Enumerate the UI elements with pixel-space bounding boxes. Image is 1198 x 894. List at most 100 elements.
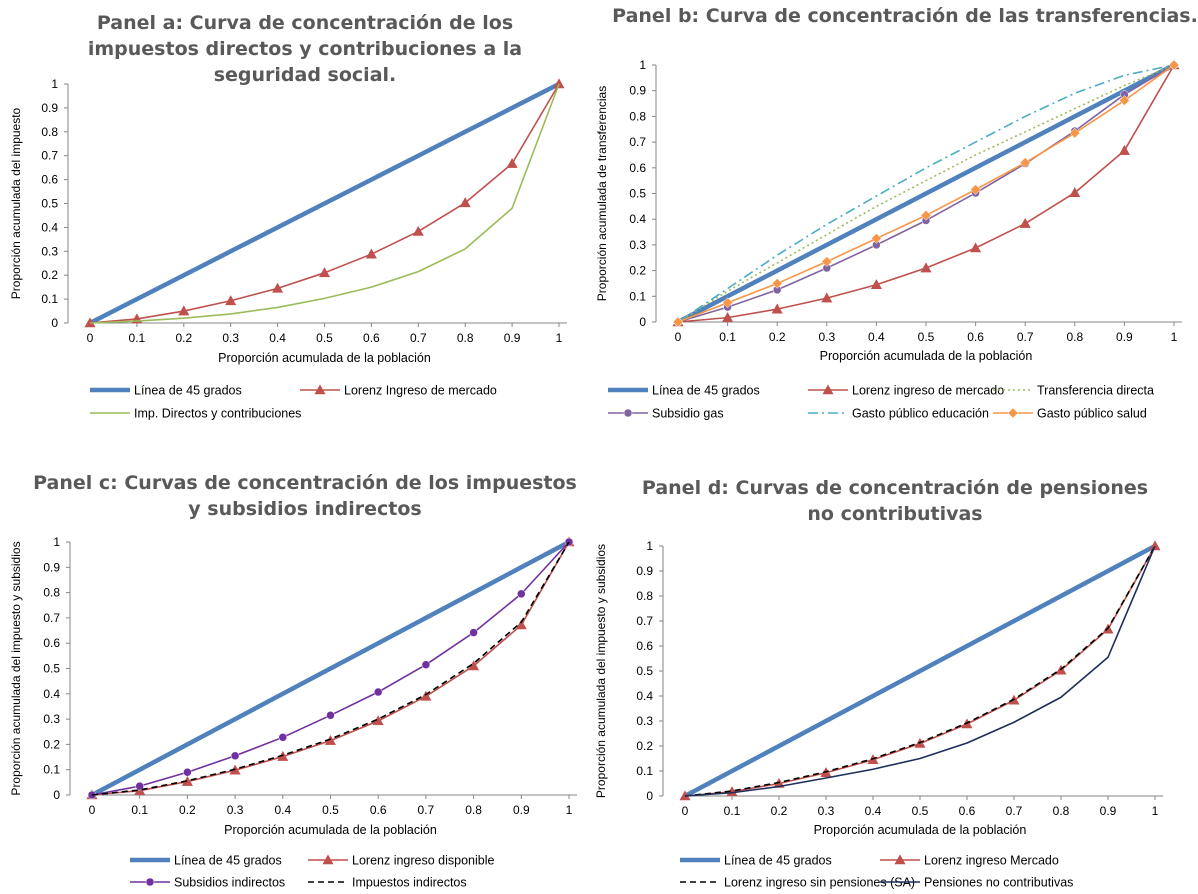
triangle-marker [773,777,785,788]
y-tick-label: 0.6 [636,639,653,653]
y-tick-label: 0.3 [41,244,58,258]
series-line [91,541,570,796]
diamond-marker [1168,59,1180,71]
x-tick-label: 0.5 [316,331,333,345]
x-tick-label: 0.2 [771,804,788,818]
triangle-marker [225,295,237,306]
y-tick-label: 0.4 [636,689,653,703]
diamond-marker [771,278,783,289]
triangle-marker [867,754,879,765]
legend-label: Transferencia directa [1037,384,1154,398]
triangle-marker [515,619,527,630]
diamond-marker [1019,157,1031,169]
circle-marker [1020,159,1030,168]
triangle-marker [821,292,833,303]
y-tick-label: 0.5 [41,197,58,211]
y-tick-label: 0.5 [636,664,653,678]
panel-a-axes: 0 0.1 0.2 0.3 0.4 0.5 0.6 0.7 0.8 0.9 1 0 0.1 0.2 0.3 0… [9,77,567,365]
y-axis-label: Proporción acumulada del impuesto y subs… [594,544,608,798]
triangle-marker [563,536,575,547]
triangle-marker [181,775,193,786]
y-tick-label: 0.1 [43,763,60,777]
circle-marker [921,216,931,225]
legend-item: Línea de 45 grados [608,384,760,398]
legend-label: Lorenz ingreso sin pensiones (SA) [724,876,915,890]
x-tick-label: 0.6 [363,331,380,345]
y-tick-label: 0.3 [636,714,653,728]
panel-b-legend: Línea de 45 grados Lorenz ingreso de merc… [608,384,1154,421]
circle-marker [278,733,288,742]
y-tick-label: 0.5 [43,662,60,676]
circle-marker [469,628,478,637]
triangle-marker [1102,623,1114,634]
y-tick-label: 0.3 [629,238,646,252]
y-tick-label: 0.1 [636,764,653,778]
triangle-marker [178,305,190,316]
panel-d-legend: Línea de 45 grados Lorenz ingreso Mercado… [680,854,1073,890]
triangle-marker [820,767,832,778]
legend-item: Lorenz ingreso sin pensiones (SA) [680,876,915,890]
y-tick-label: 1 [53,535,60,549]
triangle-marker [870,279,882,290]
series-line [676,63,1176,324]
series-line [684,545,1156,797]
y-tick-label: 0.9 [41,101,58,115]
series-5 [672,59,1180,328]
legend-circle-marker [145,877,155,887]
legend-label: Gasto público educación [852,407,989,421]
legend-triangle-marker [322,854,334,865]
circle-marker [230,751,240,761]
y-tick-label: 0.6 [43,636,60,650]
y-tick-label: 0.7 [41,149,58,163]
y-tick-label: 0.8 [41,125,58,139]
triangle-marker [468,660,480,671]
legend-triangle-marker [822,384,834,395]
series-line [89,83,560,324]
triangle-marker [726,786,738,797]
circle-marker [772,285,782,295]
circle-marker [872,240,881,250]
legend-label: Línea de 45 grados [724,854,832,868]
triangle-marker [914,737,926,748]
circle-marker [822,263,832,273]
y-tick-label: 0.2 [43,737,60,751]
diamond-marker [871,233,882,244]
y-tick-label: 0.2 [629,264,646,278]
panel-c-axes: 0 0.1 0.2 0.3 0.4 0.5 0.6 0.7 0.8 0.9 1 0 0.1 0.2 0.3 0… [9,535,577,837]
legend-label: Línea de 45 grados [134,384,242,398]
y-tick-label: 0.9 [43,560,60,574]
series-2 [684,545,1156,797]
y-tick-label: 0 [51,316,58,330]
triangle-marker [970,242,982,253]
series-1 [86,536,575,800]
triangle-marker [506,157,518,168]
legend-circle-marker [623,408,633,418]
triangle-marker [324,734,337,745]
legend-item: Lorenz Ingreso de mercado [300,384,497,398]
legend-diamond-marker [1007,407,1019,419]
series-2 [87,537,574,800]
series-3 [91,541,570,796]
legend-label: Lorenz ingreso de mercado [852,384,1004,398]
x-tick-label: 0.2 [179,803,196,817]
circle-marker [326,711,335,720]
x-tick-label: 0.9 [513,803,530,817]
y-tick-label: 0.7 [629,135,646,149]
legend-triangle-marker [894,854,906,865]
legend-item: Gasto público salud [993,407,1147,421]
x-tick-label: 0.8 [1053,804,1070,818]
triangle-marker [86,789,98,800]
triangle-marker [961,718,973,729]
y-tick-label: 0.9 [636,564,653,578]
triangle-marker [771,303,783,314]
legend-item: Línea de 45 grados [90,384,242,398]
legend-item: Gasto público educación [808,407,989,421]
series-3 [684,545,1156,797]
x-tick-label: 0.9 [504,331,521,345]
y-tick-label: 1 [639,58,646,72]
legend-label: Línea de 45 grados [174,854,282,868]
diamond-marker [672,316,684,328]
series-line [677,64,1175,323]
x-tick-label: 0.9 [1100,804,1117,818]
